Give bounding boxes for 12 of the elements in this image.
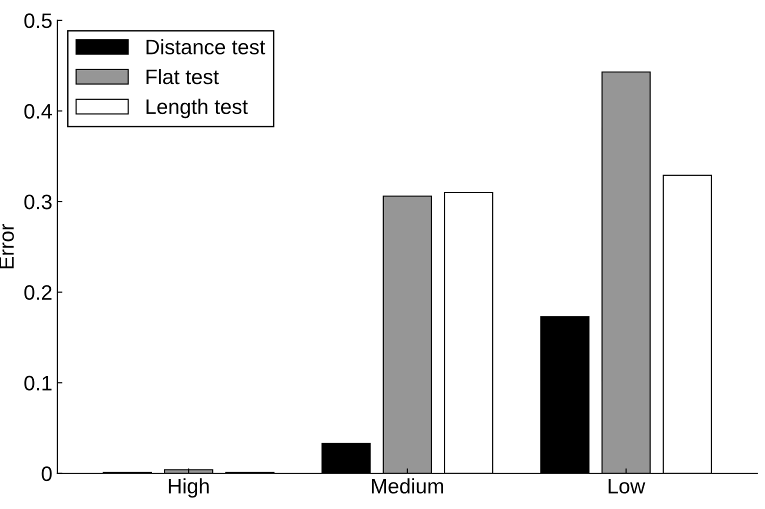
legend-label: Length test — [146, 98, 248, 118]
x-tick-label: High — [168, 478, 209, 498]
x-tick-label: Low — [608, 478, 646, 494]
y-tick-label: 0.1 — [24, 376, 52, 391]
y-tick-label: 0.2 — [24, 285, 52, 300]
legend-label: Flat test — [146, 68, 219, 84]
x-tick-label: Medium — [372, 478, 444, 494]
y-tick-label: 0 — [42, 466, 52, 482]
y-tick-label: 0.3 — [24, 194, 52, 210]
y-tick-label: 0.5 — [24, 13, 52, 28]
legend-label: Distance test — [146, 39, 266, 54]
y-tick-label: 0.4 — [24, 104, 52, 119]
